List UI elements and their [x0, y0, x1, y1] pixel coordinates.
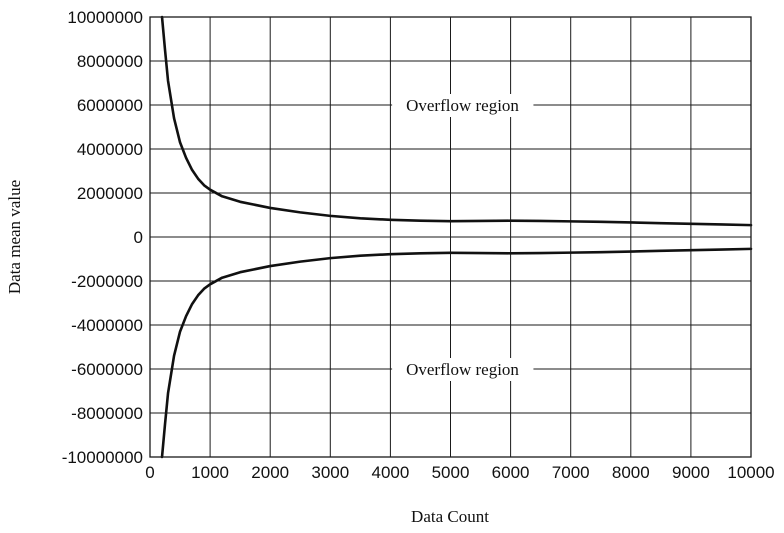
overflow-region-label: Overflow region [406, 360, 519, 379]
y-tick-label: -2000000 [71, 272, 143, 291]
y-tick-label: -10000000 [62, 448, 143, 467]
series-layer [160, 15, 753, 459]
x-tick-label: 6000 [492, 463, 530, 482]
y-tick-label: 2000000 [77, 184, 143, 203]
overflow-region-label: Overflow region [406, 96, 519, 115]
y-tick-label: -8000000 [71, 404, 143, 423]
annotation-background [392, 94, 534, 117]
x-axis-title: Data Count [411, 507, 489, 526]
x-tick-labels: 0 1000 2000 3000 4000 5000 6000 7000 8000 9000 100… [145, 463, 774, 482]
x-tick-label: 1000 [191, 463, 229, 482]
y-tick-label: 8000000 [77, 52, 143, 71]
y-tick-label: -6000000 [71, 360, 143, 379]
upper-bound-curve [160, 15, 753, 227]
plot-frame [149, 16, 752, 458]
annotations: Overflow region Overflow region [392, 94, 534, 381]
x-tick-label: 9000 [672, 463, 710, 482]
y-axis-title: Data mean value [5, 180, 24, 294]
lower-bound-curve [160, 247, 753, 459]
x-tick-label: 7000 [552, 463, 590, 482]
y-tick-label: 6000000 [77, 96, 143, 115]
y-tick-label: -4000000 [71, 316, 143, 335]
y-tick-labels: 10000000 8000000 6000000 4000000 2000000 0 -20… [62, 8, 143, 467]
y-tick-label: 0 [134, 228, 143, 247]
x-tick-label: 5000 [432, 463, 470, 482]
x-tick-label: 10000 [727, 463, 774, 482]
y-tick-label: 10000000 [67, 8, 143, 27]
x-tick-label: 2000 [251, 463, 289, 482]
grid [150, 17, 751, 457]
y-tick-label: 4000000 [77, 140, 143, 159]
annotation-background [392, 358, 534, 381]
x-tick-label: 4000 [371, 463, 409, 482]
x-tick-label: 0 [145, 463, 154, 482]
x-tick-label: 3000 [311, 463, 349, 482]
x-tick-label: 8000 [612, 463, 650, 482]
